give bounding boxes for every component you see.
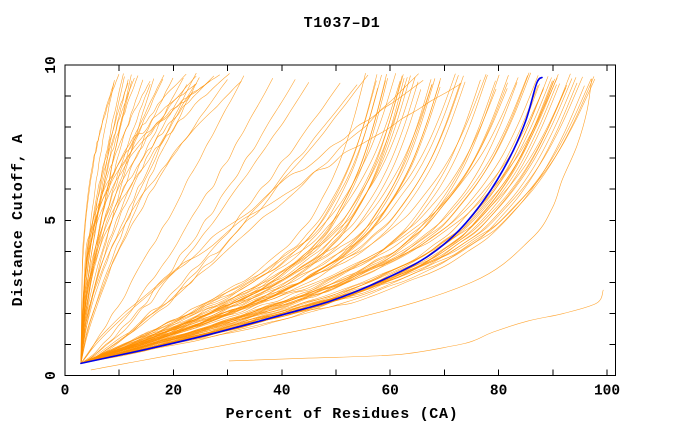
svg-text:20: 20 <box>165 384 182 400</box>
svg-text:0: 0 <box>61 384 70 400</box>
svg-text:0: 0 <box>44 371 60 380</box>
svg-text:40: 40 <box>273 384 290 400</box>
svg-text:60: 60 <box>381 384 398 400</box>
svg-text:5: 5 <box>44 216 60 225</box>
svg-text:100: 100 <box>594 384 620 400</box>
svg-text:80: 80 <box>490 384 507 400</box>
svg-text:10: 10 <box>44 56 60 73</box>
